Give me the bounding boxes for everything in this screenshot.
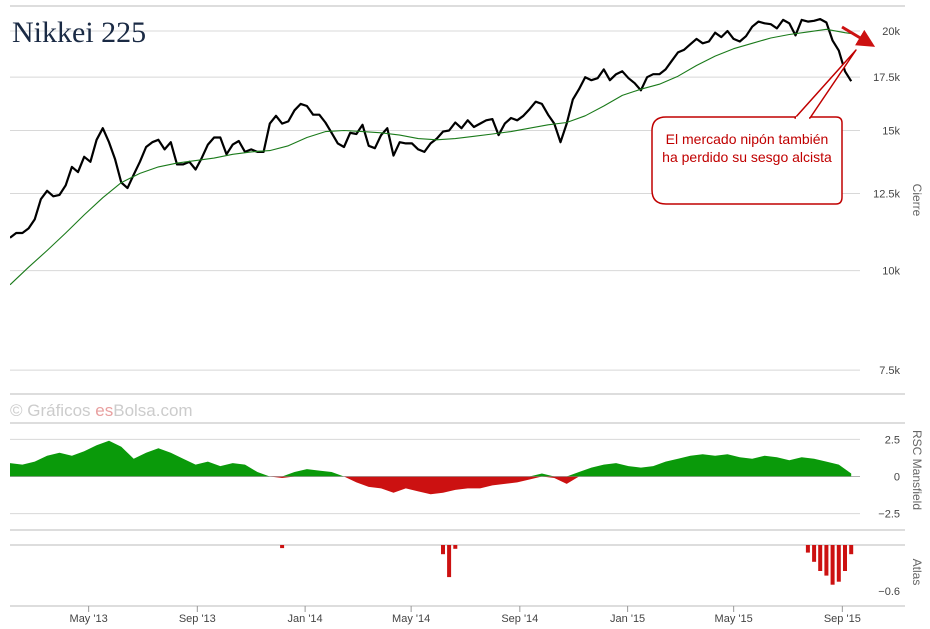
atlas-bar: [843, 545, 847, 571]
rsc-panel: [10, 440, 860, 495]
rsc-area-negative: [10, 476, 852, 495]
atlas-panel: [280, 545, 854, 585]
sma-line: [10, 28, 852, 286]
arrow-icon: [841, 25, 876, 47]
atlas-bar: [849, 545, 854, 555]
price-line: [10, 18, 853, 239]
price-tick-label: 20k: [882, 26, 900, 38]
atlas-bar: [812, 545, 817, 562]
x-tick-label: May '15: [715, 613, 753, 625]
price-tick-label: 12.5k: [873, 189, 900, 201]
atlas-bar: [830, 545, 835, 585]
x-tick-label: May '14: [392, 613, 430, 625]
rsc-area-positive: [10, 440, 852, 477]
atlas-bar: [818, 545, 823, 571]
atlas-bar: [447, 545, 452, 578]
price-tick-label: 7.5k: [879, 365, 900, 377]
ylabel-atlas: Atlas: [910, 559, 924, 586]
rsc-tick-label: 2.5: [885, 434, 900, 446]
gridlines: [10, 5, 905, 607]
atlas-bar: [441, 545, 445, 555]
price-panel: [10, 18, 853, 286]
atlas-bar: [836, 545, 841, 582]
x-tick-label: Jan '14: [288, 613, 323, 625]
chart-title: Nikkei 225: [12, 16, 146, 49]
price-tick-label: 15k: [882, 125, 900, 137]
watermark-brand: es: [95, 401, 113, 420]
watermark: © Gráficos esBolsa.com: [10, 401, 193, 420]
x-tick-label: May '13: [70, 613, 108, 625]
callout-pointer: [794, 49, 857, 119]
annotation-text: El mercado nipón también ha perdido su s…: [662, 131, 832, 165]
ylabel-price: Cierre: [910, 184, 924, 217]
callout-box: [651, 116, 843, 205]
atlas-bar: [453, 545, 458, 549]
atlas-tick-label: −0.6: [878, 586, 900, 598]
y-ticks: 7.5k 10k 12.5k 15k 17.5k 20k 2.5 0 −2.5 −0.6: [873, 26, 900, 598]
annotation-callout: El mercado nipón también ha perdido su s…: [651, 49, 857, 205]
x-tick-label: Sep '13: [179, 613, 216, 625]
price-tick-label: 17.5k: [873, 72, 900, 84]
x-ticks: May '13 Sep '13 Jan '14 May '14 Sep '14 Jan '…: [70, 606, 861, 625]
atlas-bar: [280, 545, 285, 549]
price-tick-label: 10k: [882, 266, 900, 278]
rsc-tick-label: 0: [894, 472, 900, 484]
x-tick-label: Sep '15: [824, 613, 861, 625]
x-tick-label: Sep '14: [501, 613, 538, 625]
ylabel-rsc: RSC Mansfield: [910, 430, 924, 510]
rsc-tick-label: −2.5: [878, 509, 900, 521]
x-tick-label: Jan '15: [610, 613, 645, 625]
atlas-bar: [805, 545, 810, 553]
atlas-bar: [824, 545, 829, 576]
